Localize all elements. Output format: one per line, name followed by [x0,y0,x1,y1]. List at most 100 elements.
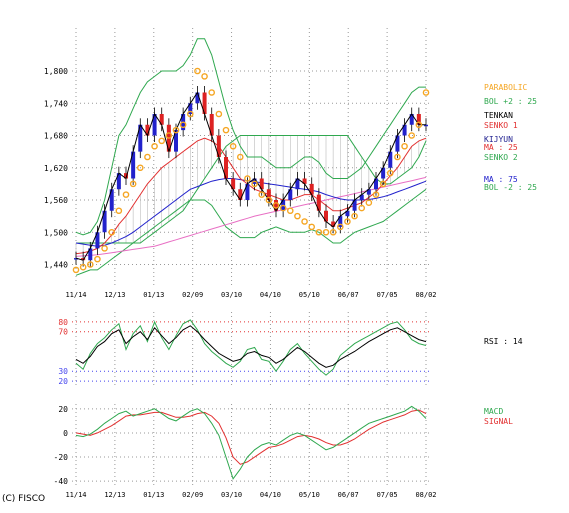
parabolic-dot [401,142,408,150]
candle-body [274,200,278,211]
y-tick-label: 1,680 [44,132,68,141]
y-tick-label: -40 [54,477,69,486]
rsi14-line [75,325,427,368]
x-tick-label: 02/09 [182,491,203,499]
candle-body [374,178,378,190]
candle-body [288,189,293,200]
legend-label: MA : 75 [484,175,518,184]
candle-body [152,114,157,136]
x-tick-label: 03/10 [221,291,242,299]
x-tick-label: 07/05 [377,291,398,299]
x-tick-label: 03/10 [221,491,242,499]
y-tick-label: 30 [58,367,68,376]
parabolic-dot [294,212,301,220]
parabolic-dot [415,121,423,129]
parabolic-dot [322,228,330,236]
parabolic-dot [101,245,108,252]
parabolic-dot [422,89,430,96]
x-tick-label: 11/14 [65,291,86,299]
candle-body [231,178,236,190]
parabolic-dot [301,218,308,225]
y-tick-label: 1,560 [44,196,68,205]
parabolic-dot [408,132,416,139]
legend-label: BOL -2 : 25 [484,183,537,192]
parabolic-dot [229,142,237,150]
candle-body [316,194,321,211]
legend-label: SENKO 2 [484,153,518,162]
parabolic-dot [372,191,380,198]
y-tick-label: 1,440 [44,261,68,270]
candle-body [331,221,336,227]
x-tick-label: 12/13 [104,491,125,499]
parabolic-dot [351,212,358,220]
candle-body [124,173,128,179]
senko2-line [76,135,427,244]
parabolic-dot [194,67,201,75]
y-tick-label: 1,800 [44,67,68,76]
ma-pink-line [75,176,427,257]
legend-label: SENKO 1 [484,121,518,130]
parabolic-dot [336,223,344,231]
legend-label: PARABOLIC [484,83,528,92]
candle-body [216,135,221,157]
x-tick-label: 08/02 [415,291,436,299]
candle-body [409,114,414,125]
parabolic-dot [172,126,180,134]
parabolic-dot [122,191,130,198]
candle-body [266,189,271,200]
parabolic-dot [222,126,230,134]
candle-body [352,200,357,211]
y-tick-label: 70 [58,328,68,337]
candle-body [102,210,107,233]
candle-body [195,92,200,104]
rsi9-line [75,319,427,376]
candle-body [95,232,100,249]
legend-label: BOL +2 : 25 [484,97,537,106]
parabolic-dot [72,266,80,274]
candle-body [202,92,207,114]
candle-body [209,114,214,136]
parabolic-dot [94,255,101,263]
parabolic-dot [79,263,87,271]
parabolic-dot [394,153,401,161]
legend-label: TENKAN [484,111,513,120]
candle-body [88,248,93,261]
candle-body [109,189,114,211]
signal-legend-label: SIGNAL [484,417,513,426]
parabolic-dot [329,228,337,236]
y-tick-label: 0 [63,429,68,438]
parabolic-dot [279,204,287,212]
x-tick-label: 01/13 [143,491,164,499]
x-tick-label: 05/10 [299,491,320,499]
candle-body [145,124,150,136]
candle-body [238,189,243,200]
candle-body [309,183,314,195]
parabolic-dot [386,169,394,177]
parabolic-dot [144,153,151,161]
candle-body [302,178,307,184]
candle-body [131,151,136,179]
parabolic-dot [236,153,244,161]
parabolic-dot [108,228,116,236]
candle-body [324,210,328,222]
parabolic-dot [258,191,266,198]
candle-body [345,210,350,217]
ma25-line [75,137,427,255]
y-tick-label: 20 [58,405,68,414]
parabolic-dot [186,110,194,118]
parabolic-dot [115,207,123,215]
parabolic-dot [365,199,373,206]
x-tick-label: 11/14 [65,491,86,499]
parabolic-dot [136,164,144,172]
rsi-legend-label: RSI : 14 [484,337,523,346]
bol-upper-line [75,38,426,236]
parabolic-dot [129,180,137,188]
x-tick-label: 08/02 [415,491,436,499]
parabolic-dot [165,132,173,139]
copyright-text: (C) FISCO [2,494,46,504]
candle-body [138,124,143,152]
x-tick-label: 04/10 [260,291,281,299]
y-tick-label: 20 [58,377,68,386]
parabolic-dot [315,228,323,236]
x-tick-label: 12/13 [104,291,125,299]
